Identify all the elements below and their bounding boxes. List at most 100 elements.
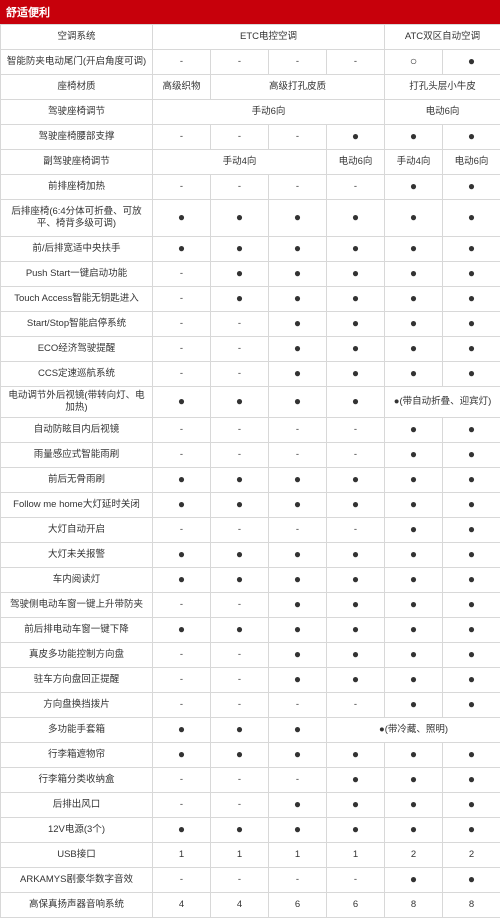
cell: -: [153, 767, 211, 792]
cell: ●: [211, 617, 269, 642]
cell: ●: [443, 125, 500, 150]
cell: ●: [443, 617, 500, 642]
cell: -: [327, 50, 385, 75]
cell: -: [153, 337, 211, 362]
cell: -: [153, 175, 211, 200]
cell: ●: [327, 467, 385, 492]
cell: -: [211, 517, 269, 542]
cell: ●: [385, 867, 443, 892]
row-label: 前后排电动车窗一键下降: [1, 617, 153, 642]
row-label: 多功能手套箱: [1, 717, 153, 742]
row-label: 前/后排宽适中央扶手: [1, 237, 153, 262]
cell: ●: [327, 567, 385, 592]
row-label: 车内阅读灯: [1, 567, 153, 592]
cell: -: [153, 287, 211, 312]
cell: ●: [327, 792, 385, 817]
cell: ●: [385, 467, 443, 492]
cell: -: [153, 362, 211, 387]
group-header: ETC电控空调: [153, 25, 385, 50]
cell: ●: [153, 467, 211, 492]
cell: ●: [269, 617, 327, 642]
cell: ●: [269, 467, 327, 492]
cell: 打孔头层小牛皮: [385, 75, 500, 100]
cell: ●: [385, 237, 443, 262]
cell: ●: [443, 567, 500, 592]
cell: ●: [327, 312, 385, 337]
cell: ●: [211, 492, 269, 517]
section-header: 舒适便利: [0, 0, 500, 24]
cell: ●: [211, 742, 269, 767]
cell: ●: [385, 442, 443, 467]
row-label: 电动调节外后视镜(带转向灯、电加热): [1, 387, 153, 418]
cell: ●: [327, 767, 385, 792]
cell: ●: [443, 337, 500, 362]
row-label: ECO经济驾驶提醒: [1, 337, 153, 362]
cell: ●: [327, 542, 385, 567]
cell: ●: [153, 200, 211, 237]
row-label: CCS定速巡航系统: [1, 362, 153, 387]
cell: ●: [385, 287, 443, 312]
cell: -: [211, 50, 269, 75]
cell: -: [327, 442, 385, 467]
cell: ●: [153, 717, 211, 742]
cell: ○: [385, 50, 443, 75]
cell: ●: [327, 742, 385, 767]
cell: -: [153, 50, 211, 75]
cell: ●: [269, 387, 327, 418]
cell: ●: [269, 592, 327, 617]
cell: 手动6向: [153, 100, 385, 125]
cell: -: [153, 642, 211, 667]
cell: -: [153, 417, 211, 442]
cell: -: [269, 767, 327, 792]
cell: ●: [443, 362, 500, 387]
cell: -: [269, 692, 327, 717]
cell: -: [211, 125, 269, 150]
cell: ●: [269, 642, 327, 667]
cell: ●: [385, 262, 443, 287]
cell: ●: [385, 362, 443, 387]
cell: -: [269, 417, 327, 442]
cell: -: [269, 517, 327, 542]
cell: -: [211, 642, 269, 667]
cell: 8: [385, 892, 443, 917]
cell: 电动6向: [443, 150, 500, 175]
cell: 1: [269, 842, 327, 867]
cell: ●: [443, 417, 500, 442]
cell: ●: [385, 542, 443, 567]
cell: ●: [211, 200, 269, 237]
cell: ●: [211, 262, 269, 287]
cell: 1: [211, 842, 269, 867]
row-label: 方向盘换挡拨片: [1, 692, 153, 717]
cell: ●: [153, 567, 211, 592]
cell: -: [327, 175, 385, 200]
cell: -: [327, 867, 385, 892]
row-label: 高保真扬声器音响系统: [1, 892, 153, 917]
cell: ●: [269, 792, 327, 817]
cell: 4: [211, 892, 269, 917]
cell: -: [269, 50, 327, 75]
cell: ●: [385, 592, 443, 617]
row-label: 驻车方向盘回正提醒: [1, 667, 153, 692]
cell: 6: [269, 892, 327, 917]
cell: ●: [443, 867, 500, 892]
cell: ●: [327, 362, 385, 387]
cell: ●: [443, 287, 500, 312]
row-label: 行李箱分类收纳盒: [1, 767, 153, 792]
cell: ●: [443, 467, 500, 492]
cell: ●: [385, 337, 443, 362]
cell: 4: [153, 892, 211, 917]
cell: -: [211, 792, 269, 817]
cell: ●: [385, 125, 443, 150]
row-label: 智能防夹电动尾门(开启角度可调): [1, 50, 153, 75]
cell: ●: [385, 767, 443, 792]
cell: -: [269, 442, 327, 467]
cell: -: [211, 592, 269, 617]
cell: ●: [385, 792, 443, 817]
row-label: 驾驶侧电动车窗一键上升带防夹: [1, 592, 153, 617]
cell: ●: [443, 237, 500, 262]
cell: ●: [269, 717, 327, 742]
cell: ●: [327, 817, 385, 842]
cell: ●: [153, 742, 211, 767]
cell: ●: [269, 312, 327, 337]
cell: ●: [153, 387, 211, 418]
